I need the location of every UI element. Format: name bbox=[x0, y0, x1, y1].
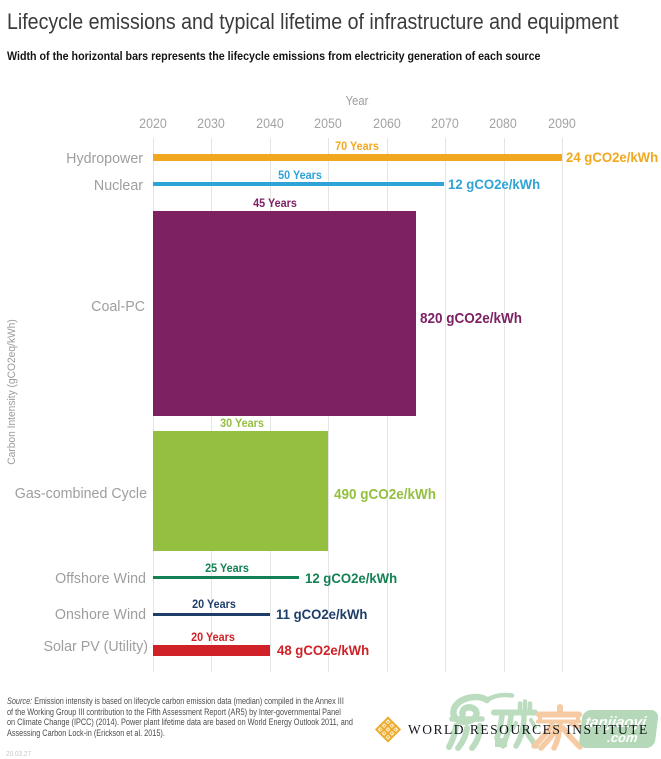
svg-text:.com: .com bbox=[606, 730, 639, 745]
svg-text:tanjiaoyi: tanjiaoyi bbox=[584, 714, 648, 731]
